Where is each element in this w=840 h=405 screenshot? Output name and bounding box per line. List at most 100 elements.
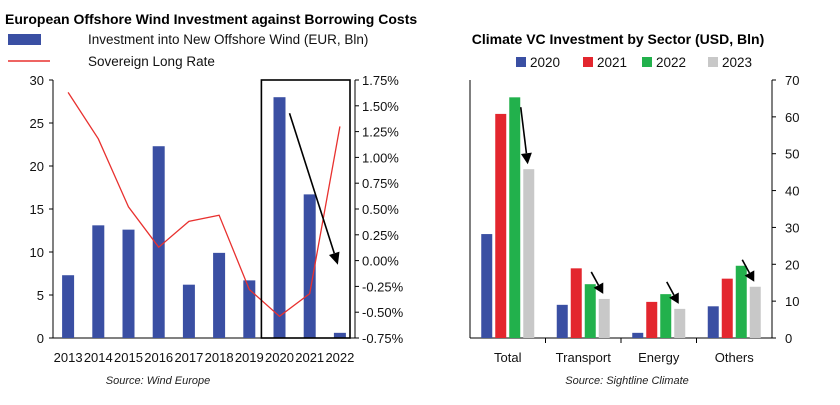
right-y-tick-label: 0.50% (362, 202, 399, 217)
right-y-tick-label: 0.25% (362, 228, 399, 243)
bar-2022 (509, 97, 521, 338)
arrow-2023-Transport (590, 271, 604, 294)
bar-2020 (632, 332, 644, 338)
x-tick-label: 2014 (84, 350, 113, 365)
bar-2022 (660, 294, 672, 338)
bar-2023 (523, 169, 535, 338)
legend-swatch-2021 (583, 57, 593, 67)
bar-2023 (598, 298, 610, 338)
right-chart-y-tick-label: 60 (785, 110, 799, 125)
annotation-arrow-decline-head (329, 251, 340, 265)
right-y-tick-label: 0.00% (362, 254, 399, 269)
arrow-2023-Energy (666, 281, 679, 304)
x-tick-label: 2022 (325, 350, 354, 365)
x-tick-label: 2019 (235, 350, 264, 365)
bar-investment (182, 284, 195, 338)
arrow-2023-Others (741, 259, 755, 282)
legend-swatch-2022 (642, 57, 652, 67)
bar-2022 (735, 265, 747, 338)
right-chart-y-tick-label: 0 (785, 331, 792, 346)
category-label: Energy (638, 350, 680, 365)
legend-swatch-2020 (516, 57, 526, 67)
right-chart-title: Climate VC Investment by Sector (USD, Bl… (472, 31, 765, 47)
x-tick-label: 2018 (205, 350, 234, 365)
right-y-tick-label: 1.75% (362, 73, 399, 88)
x-tick-label: 2020 (265, 350, 294, 365)
right-chart-y-tick-label: 50 (785, 147, 799, 162)
right-y-tick-label: 0.75% (362, 176, 399, 191)
bar-investment (122, 229, 135, 338)
legend-swatch-investment (8, 34, 41, 45)
left-plot-area: 0 5 10 15 20 25 30 -0.75% -0.50% -0.25% 0.00% 0.25%… (30, 73, 404, 365)
arrow-2023-Total-shaft (519, 107, 528, 154)
bar-investment (243, 280, 256, 338)
right-plot-area: 0 10 20 30 40 50 60 70 Total Transport Energy Other… (469, 73, 799, 365)
legend-label-sovereign: Sovereign Long Rate (88, 54, 215, 69)
left-y-tick-label: 20 (30, 159, 44, 174)
legend-label-2022: 2022 (656, 55, 686, 70)
right-y-tick-label: -0.75% (362, 331, 404, 346)
x-tick-label: 2017 (174, 350, 203, 365)
right-y-tick-label: -0.50% (362, 305, 404, 320)
bar-investment (273, 97, 286, 338)
bar-2020 (481, 234, 493, 338)
left-chart-title: European Offshore Wind Investment agains… (5, 11, 417, 27)
left-y-tick-label: 10 (30, 245, 44, 260)
right-chart-y-tick-label: 20 (785, 257, 799, 272)
annotation-arrow-decline-shaft (288, 112, 336, 254)
bar-investment (152, 146, 165, 338)
bar-2021 (721, 278, 733, 338)
left-y-tick-label: 0 (37, 331, 44, 346)
bar-2020 (707, 306, 719, 338)
legend-label-2020: 2020 (530, 55, 560, 70)
legend-label-investment: Investment into New Offshore Wind (EUR, … (88, 32, 368, 47)
right-y-tick-label: -0.25% (362, 279, 404, 294)
arrow-2023-Total (519, 107, 532, 165)
arrow-2023-Others-head (744, 270, 755, 282)
bar-investment (213, 252, 226, 338)
left-y-tick-label: 30 (30, 73, 44, 88)
bar-2021 (495, 113, 507, 338)
category-label: Others (715, 350, 755, 365)
arrow-2023-Transport-head (593, 282, 604, 294)
arrow-2023-Energy-shaft (666, 281, 675, 296)
bar-investment (92, 225, 105, 338)
x-tick-label: 2015 (114, 350, 143, 365)
bar-2023 (674, 308, 686, 338)
x-tick-label: 2013 (54, 350, 83, 365)
arrow-2023-Total-head (520, 152, 532, 165)
legend-label-2023: 2023 (722, 55, 752, 70)
left-source-note: Source: Wind Europe (106, 375, 210, 387)
highlight-box (260, 79, 351, 339)
annotation-arrow-decline (288, 112, 340, 265)
bar-2020 (556, 304, 568, 338)
arrow-2023-Transport-shaft (590, 271, 600, 286)
right-chart-y-tick-label: 30 (785, 220, 799, 235)
arrow-2023-Others-shaft (741, 259, 751, 274)
legend-swatch-2023 (708, 57, 718, 67)
left-y-tick-label: 5 (37, 288, 44, 303)
right-y-tick-label: 1.00% (362, 150, 399, 165)
bar-investment (333, 332, 346, 338)
right-y-tick-label: 1.25% (362, 125, 399, 140)
right-chart-y-tick-label: 70 (785, 73, 799, 88)
left-y-tick-label: 25 (30, 116, 44, 131)
x-tick-label: 2021 (295, 350, 324, 365)
category-label: Transport (556, 350, 612, 365)
right-chart-y-tick-label: 40 (785, 184, 799, 199)
arrow-2023-Energy-head (669, 292, 679, 304)
right-source-note: Source: Sightline Climate (565, 375, 689, 387)
bar-2021 (646, 301, 658, 338)
bar-2022 (584, 284, 596, 338)
category-label: Total (494, 350, 522, 365)
bar-investment (303, 194, 316, 338)
legend-label-2021: 2021 (597, 55, 627, 70)
bar-2021 (570, 268, 582, 338)
x-tick-label: 2016 (144, 350, 173, 365)
right-y-tick-label: 1.50% (362, 99, 399, 114)
right-chart-y-tick-label: 10 (785, 294, 799, 309)
bar-investment (62, 275, 75, 338)
left-y-tick-label: 15 (30, 202, 44, 217)
